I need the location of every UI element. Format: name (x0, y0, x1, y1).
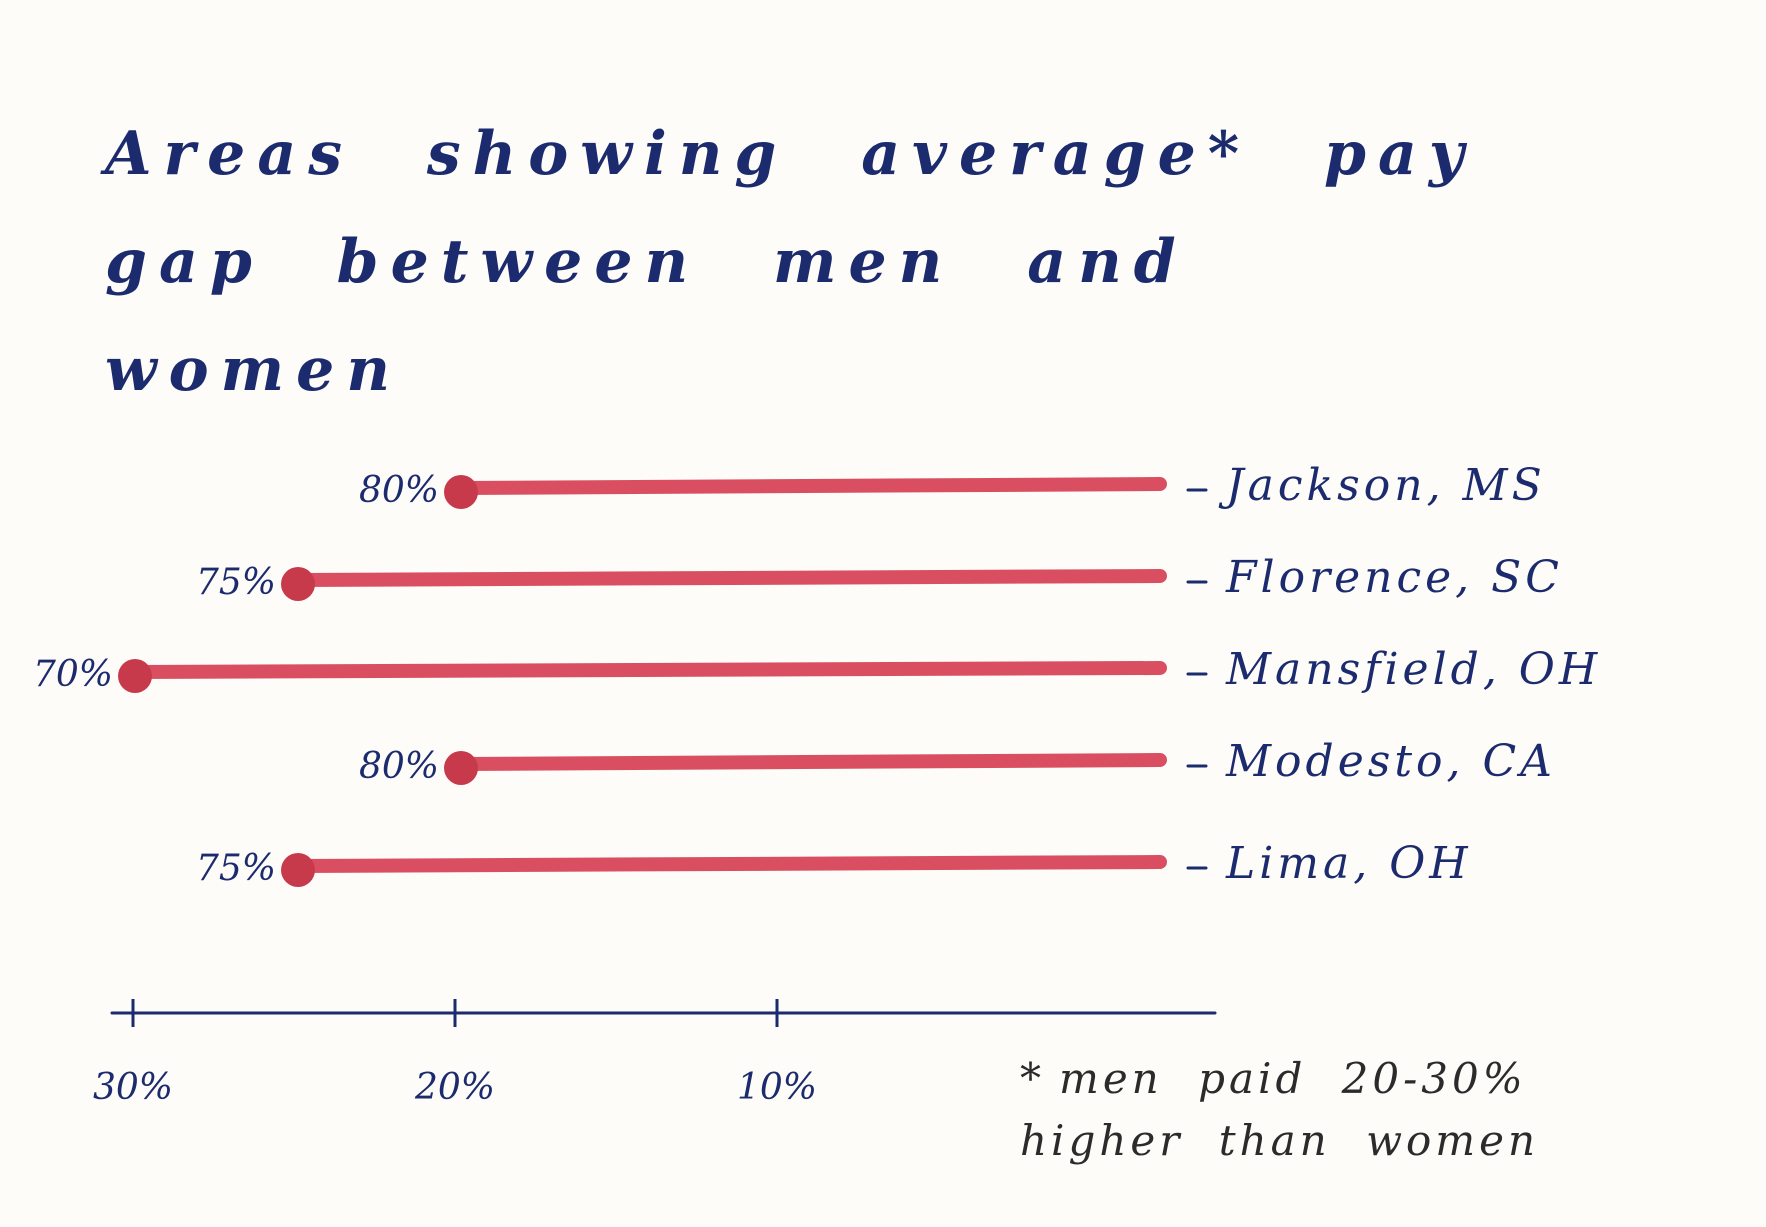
x-axis-tick-label: 20% (414, 1067, 495, 1108)
x-axis-tick-label: 10% (737, 1067, 817, 1108)
category-label-mansfield-oh: Mansfield, OH (1225, 644, 1601, 695)
chart-title: Areas showing average* pay gap between m… (105, 119, 1476, 405)
x-axis-tick-label: 30% (93, 1067, 173, 1108)
bar-modesto-ca (454, 753, 1167, 771)
bar-lima-oh (291, 855, 1167, 873)
footnote-marker: * (1020, 1054, 1045, 1103)
dot-modesto-ca (444, 751, 478, 785)
value-label-mansfield-oh: 70% (33, 654, 113, 695)
footnote: * men paid 20-30% higher than women (1020, 1048, 1720, 1172)
dot-lima-oh (281, 853, 315, 887)
dot-mansfield-oh (118, 659, 152, 693)
dot-florence-sc (281, 567, 315, 601)
bar-jackson-ms (454, 477, 1167, 495)
bar-florence-sc (291, 569, 1167, 587)
footnote-text: men paid 20-30% higher than women (1020, 1054, 1540, 1165)
category-label-modesto-ca: Modesto, CA (1225, 736, 1556, 787)
dot-jackson-ms (444, 475, 478, 509)
category-label-lima-oh: Lima, OH (1225, 838, 1472, 889)
category-label-florence-sc: Florence, SC (1225, 552, 1563, 603)
value-label-florence-sc: 75% (196, 562, 276, 603)
value-label-modesto-ca: 80% (359, 746, 439, 787)
value-label-jackson-ms: 80% (359, 470, 439, 511)
bar-mansfield-oh (128, 661, 1167, 679)
value-label-lima-oh: 75% (196, 848, 276, 889)
category-label-jackson-ms: Jackson, MS (1218, 460, 1546, 511)
